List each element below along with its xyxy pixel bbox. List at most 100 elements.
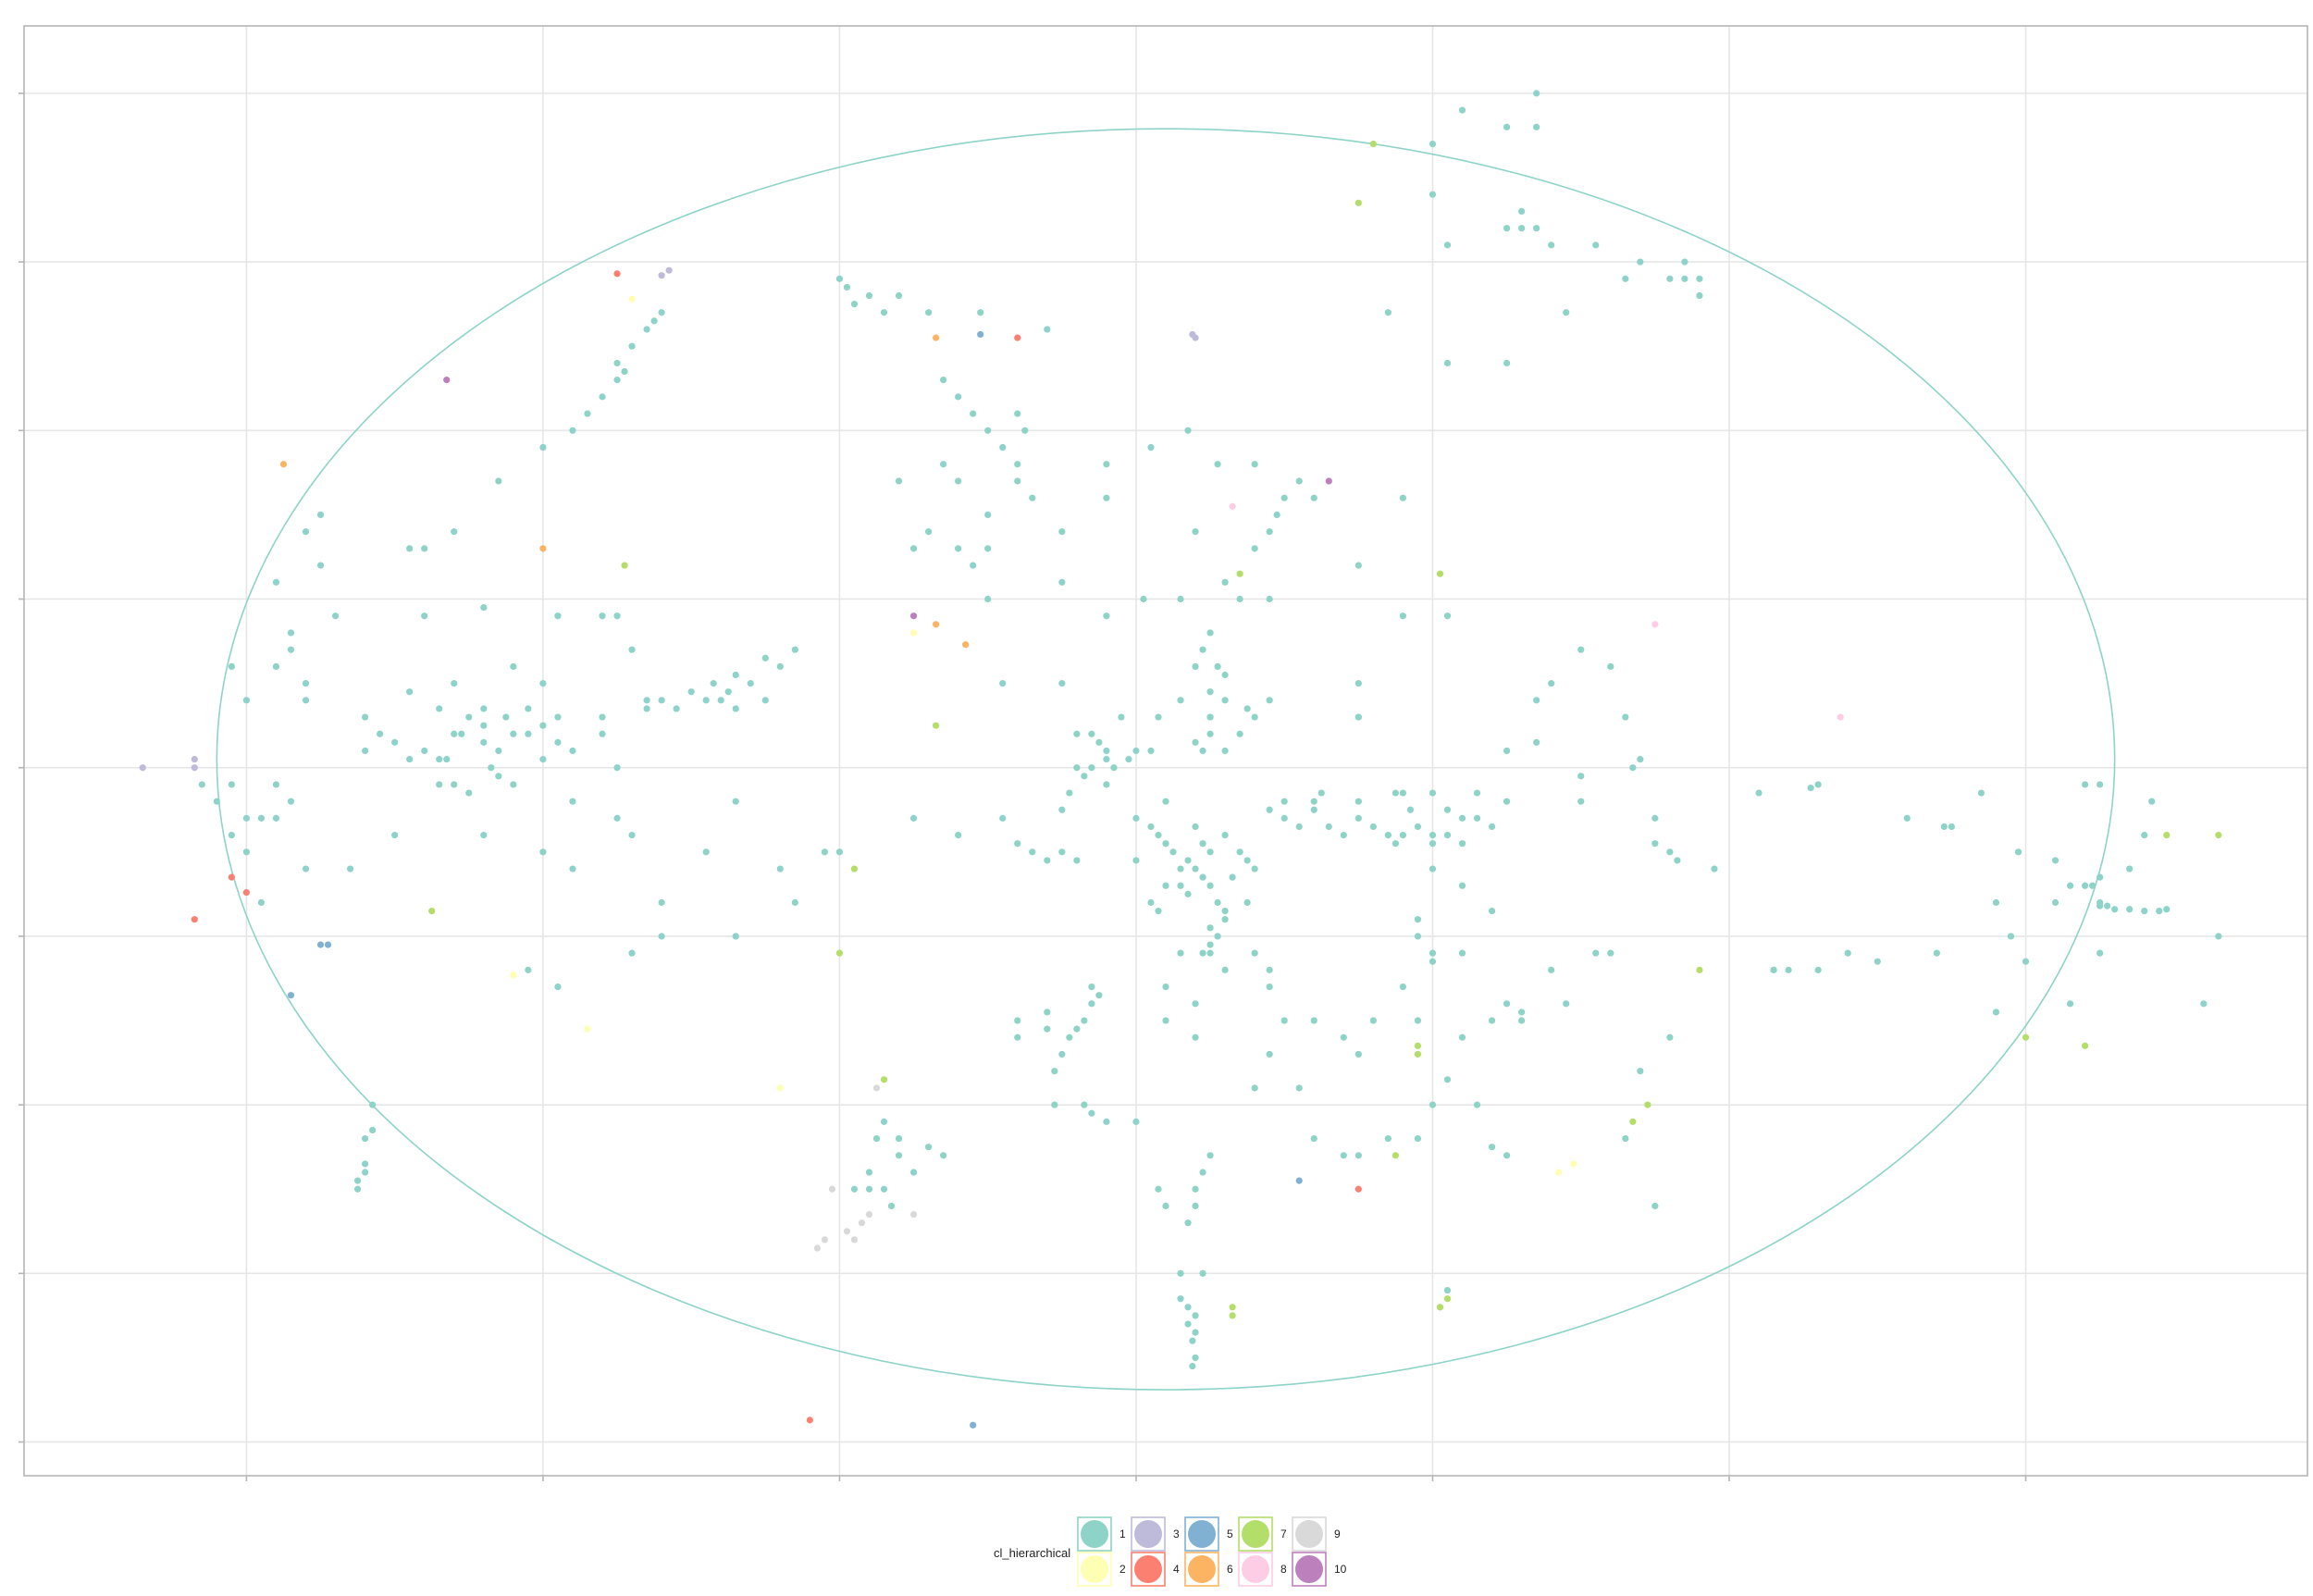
point-cluster-1 [1058, 1050, 1066, 1058]
point-cluster-1 [1058, 680, 1066, 687]
point-cluster-1 [1058, 528, 1066, 536]
point-cluster-1 [1221, 747, 1229, 755]
point-cluster-1 [747, 680, 754, 687]
point-cluster-4 [1014, 334, 1021, 341]
point-cluster-3 [191, 756, 198, 763]
point-cluster-6 [932, 621, 940, 628]
point-cluster-1 [1295, 823, 1303, 831]
point-cluster-7 [1644, 1101, 1651, 1108]
point-cluster-1 [984, 511, 992, 519]
series-6 [279, 334, 970, 649]
point-cluster-1 [761, 654, 769, 662]
point-cluster-1 [1354, 680, 1362, 687]
point-cluster-1 [1081, 1017, 1088, 1024]
point-cluster-1 [1199, 949, 1206, 957]
point-cluster-1 [1651, 1202, 1659, 1210]
point-cluster-1 [2097, 781, 2104, 788]
point-cluster-1 [2089, 882, 2097, 889]
point-cluster-1 [1458, 882, 1466, 889]
legend-label: 9 [1334, 1528, 1341, 1540]
point-cluster-1 [525, 966, 532, 973]
point-cluster-1 [1473, 789, 1481, 797]
point-cluster-1 [2097, 949, 2104, 957]
point-cluster-1 [658, 697, 665, 704]
point-cluster-1 [316, 511, 325, 519]
point-cluster-1 [1325, 823, 1332, 831]
point-cluster-7 [1354, 199, 1362, 206]
point-cluster-1 [1666, 275, 1674, 282]
point-cluster-1 [480, 705, 488, 712]
point-cluster-1 [1251, 1084, 1258, 1092]
point-cluster-1 [1548, 241, 1555, 249]
point-cluster-1 [1310, 1134, 1317, 1143]
point-cluster-1 [1132, 1118, 1140, 1125]
point-cluster-1 [1140, 595, 1147, 603]
point-cluster-1 [1533, 90, 1540, 97]
point-cluster-1 [1236, 848, 1243, 856]
point-cluster-1 [1221, 671, 1229, 679]
point-cluster-1 [1429, 958, 1437, 965]
point-cluster-1 [421, 545, 428, 552]
point-cluster-1 [1221, 966, 1229, 973]
point-cluster-1 [1577, 646, 1585, 653]
point-cluster-1 [1874, 958, 1881, 965]
point-cluster-1 [569, 427, 576, 434]
point-cluster-4 [242, 888, 250, 897]
point-cluster-6 [962, 641, 970, 649]
point-cluster-1 [732, 705, 739, 712]
grid [24, 26, 2307, 1476]
point-cluster-1 [1429, 789, 1437, 797]
point-cluster-1 [1429, 865, 1437, 872]
point-cluster-1 [436, 705, 443, 712]
point-cluster-5 [977, 330, 984, 339]
point-cluster-1 [480, 722, 488, 729]
point-cluster-1 [628, 342, 636, 350]
point-cluster-1 [1666, 1033, 1674, 1041]
point-cluster-10 [1325, 477, 1332, 485]
series-9 [813, 1084, 918, 1252]
point-cluster-1 [643, 326, 650, 333]
point-cluster-1 [539, 756, 547, 763]
point-cluster-1 [1280, 1017, 1288, 1024]
point-cluster-1 [421, 612, 428, 620]
point-cluster-1 [880, 1118, 888, 1125]
point-cluster-1 [1214, 898, 1221, 907]
point-cluster-1 [613, 612, 621, 620]
legend-keys: 1 2 3 4 5 6 7 8 9 10 [1077, 1516, 1347, 1587]
plot-panel [23, 25, 2308, 1477]
point-cluster-1 [1399, 983, 1407, 991]
point-cluster-1 [465, 789, 473, 797]
point-cluster-1 [353, 1185, 362, 1193]
point-cluster-1 [1029, 494, 1036, 501]
point-cluster-1 [1369, 1017, 1377, 1024]
point-cluster-1 [451, 730, 458, 737]
point-cluster-1 [1443, 241, 1452, 249]
point-cluster-1 [872, 1134, 881, 1143]
point-cluster-1 [1132, 857, 1140, 864]
point-cluster-1 [1681, 275, 1688, 282]
point-cluster-1 [1229, 873, 1236, 881]
point-cluster-1 [613, 814, 621, 822]
point-cluster-1 [1184, 1304, 1192, 1311]
point-cluster-1 [1992, 898, 2000, 907]
point-cluster-1 [1088, 1000, 1095, 1008]
point-cluster-3 [665, 266, 673, 274]
point-cluster-1 [1251, 545, 1258, 552]
point-cluster-1 [1488, 907, 1496, 915]
point-cluster-1 [1488, 823, 1496, 831]
point-cluster-1 [724, 688, 732, 696]
point-cluster-1 [865, 1169, 873, 1176]
point-cluster-1 [1807, 784, 1814, 792]
point-cluster-1 [465, 713, 473, 721]
point-cluster-1 [1696, 275, 1703, 282]
point-cluster-1 [361, 713, 369, 721]
point-cluster-1 [895, 291, 903, 300]
point-cluster-1 [1340, 832, 1347, 839]
point-cluster-1 [761, 697, 769, 704]
point-cluster-1 [1310, 1017, 1317, 1024]
point-cluster-1 [1073, 1025, 1081, 1033]
point-cluster-9 [858, 1219, 866, 1227]
point-cluster-1 [1147, 747, 1155, 755]
point-cluster-1 [1199, 873, 1206, 881]
point-cluster-1 [369, 1101, 377, 1108]
